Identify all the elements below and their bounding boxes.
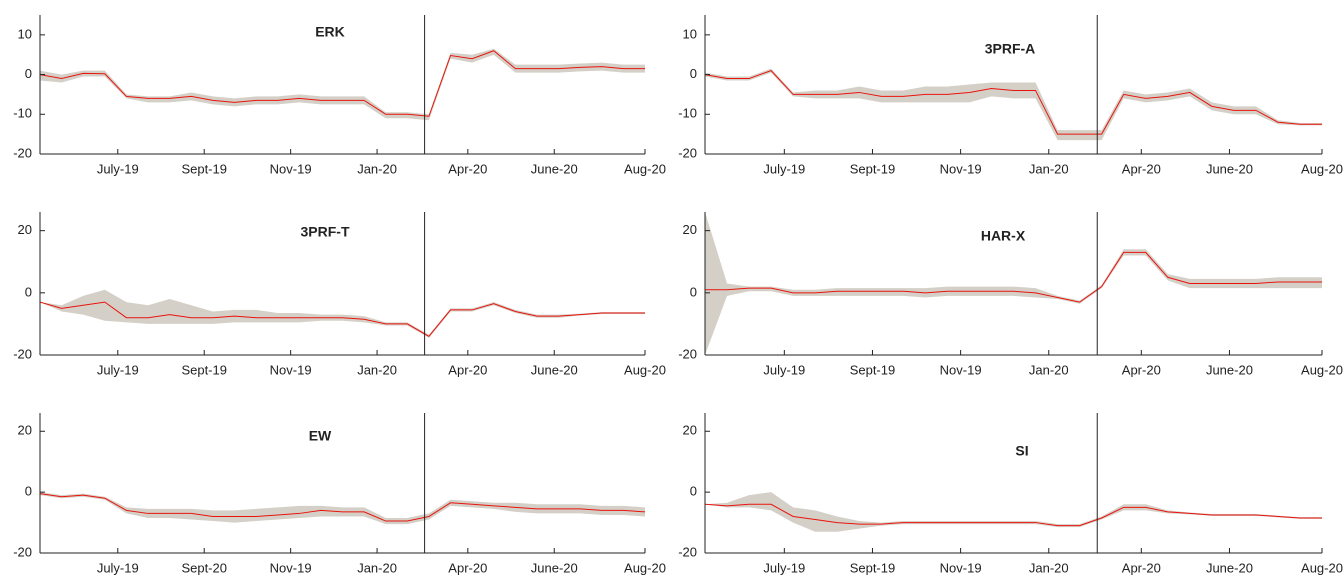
x-tick-label: Sept-19 <box>850 362 896 377</box>
y-tick-label: 0 <box>25 284 32 299</box>
y-tick-label: 10 <box>683 26 697 41</box>
panel-title: HAR-X <box>981 228 1026 244</box>
x-tick-label: Sept-19 <box>850 560 896 575</box>
x-tick-label: July-19 <box>97 560 139 575</box>
x-tick-label: Aug-20 <box>624 161 666 176</box>
y-tick-label: 20 <box>18 222 32 237</box>
panel-title: SI <box>1015 443 1028 459</box>
line <box>40 50 645 117</box>
x-tick-label: Sept-19 <box>850 161 896 176</box>
x-tick-label: Apr-20 <box>448 362 487 377</box>
y-tick-label: 20 <box>683 423 697 438</box>
confidence-band <box>40 48 645 121</box>
x-tick-label: Sept-19 <box>181 362 227 377</box>
x-tick-label: July-19 <box>97 362 139 377</box>
x-tick-label: July-19 <box>97 161 139 176</box>
x-tick-label: July-19 <box>763 362 805 377</box>
x-tick-label: Jan-20 <box>357 560 397 575</box>
x-tick-label: Aug-20 <box>1301 362 1343 377</box>
x-tick-label: June-20 <box>1206 161 1253 176</box>
y-tick-label: 0 <box>690 66 697 81</box>
x-tick-label: Nov-19 <box>940 362 982 377</box>
x-tick-label: Jan-20 <box>1029 362 1069 377</box>
x-tick-label: Nov-19 <box>940 560 982 575</box>
confidence-band <box>705 492 1322 532</box>
x-tick-label: Apr-20 <box>448 560 487 575</box>
panel-title: EW <box>309 428 332 444</box>
x-tick-label: Sept-19 <box>181 161 227 176</box>
line <box>705 70 1322 135</box>
panel-title: 3PRF-A <box>985 41 1036 57</box>
x-tick-label: Nov-19 <box>940 161 982 176</box>
x-tick-label: June-20 <box>531 161 578 176</box>
y-tick-label: 0 <box>690 484 697 499</box>
x-tick-label: Jan-20 <box>357 362 397 377</box>
x-tick-label: Nov-19 <box>270 560 312 575</box>
line <box>705 251 1322 303</box>
x-tick-label: Jan-20 <box>1029 161 1069 176</box>
line <box>40 301 645 337</box>
x-tick-label: Sept-20 <box>181 560 227 575</box>
x-tick-label: June-20 <box>531 560 578 575</box>
x-tick-label: June-20 <box>1206 362 1253 377</box>
confidence-band <box>40 289 645 338</box>
x-tick-label: Apr-20 <box>448 161 487 176</box>
y-tick-label: -20 <box>678 145 697 160</box>
x-tick-label: June-20 <box>531 362 578 377</box>
x-tick-label: Nov-19 <box>270 362 312 377</box>
y-tick-label: -20 <box>678 544 697 559</box>
y-tick-label: 20 <box>18 423 32 438</box>
x-tick-label: Aug-20 <box>1301 161 1343 176</box>
confidence-band <box>705 68 1322 141</box>
y-tick-label: 0 <box>25 484 32 499</box>
y-tick-label: -10 <box>13 106 32 121</box>
line <box>40 493 645 522</box>
y-tick-label: 10 <box>18 26 32 41</box>
y-tick-label: -10 <box>678 106 697 121</box>
x-tick-label: Apr-20 <box>1122 560 1161 575</box>
y-tick-label: -20 <box>13 544 32 559</box>
x-tick-label: July-19 <box>763 560 805 575</box>
x-tick-label: Jan-20 <box>1029 560 1069 575</box>
x-tick-label: July-19 <box>763 161 805 176</box>
y-tick-label: 20 <box>683 222 697 237</box>
panel-title: ERK <box>315 24 345 40</box>
line <box>705 503 1322 527</box>
y-tick-label: -20 <box>13 346 32 361</box>
x-tick-label: Aug-20 <box>624 560 666 575</box>
x-tick-label: Jan-20 <box>357 161 397 176</box>
x-tick-label: Apr-20 <box>1122 161 1161 176</box>
confidence-band <box>40 492 645 525</box>
x-tick-label: Nov-19 <box>270 161 312 176</box>
x-tick-label: Apr-20 <box>1122 362 1161 377</box>
x-tick-label: June-20 <box>1206 560 1253 575</box>
y-tick-label: 0 <box>25 66 32 81</box>
panel-title: 3PRF-T <box>301 224 350 240</box>
y-tick-label: 0 <box>690 284 697 299</box>
x-tick-label: Aug-20 <box>1301 560 1343 575</box>
x-tick-label: Aug-20 <box>624 362 666 377</box>
y-tick-label: -20 <box>678 346 697 361</box>
y-tick-label: -20 <box>13 145 32 160</box>
